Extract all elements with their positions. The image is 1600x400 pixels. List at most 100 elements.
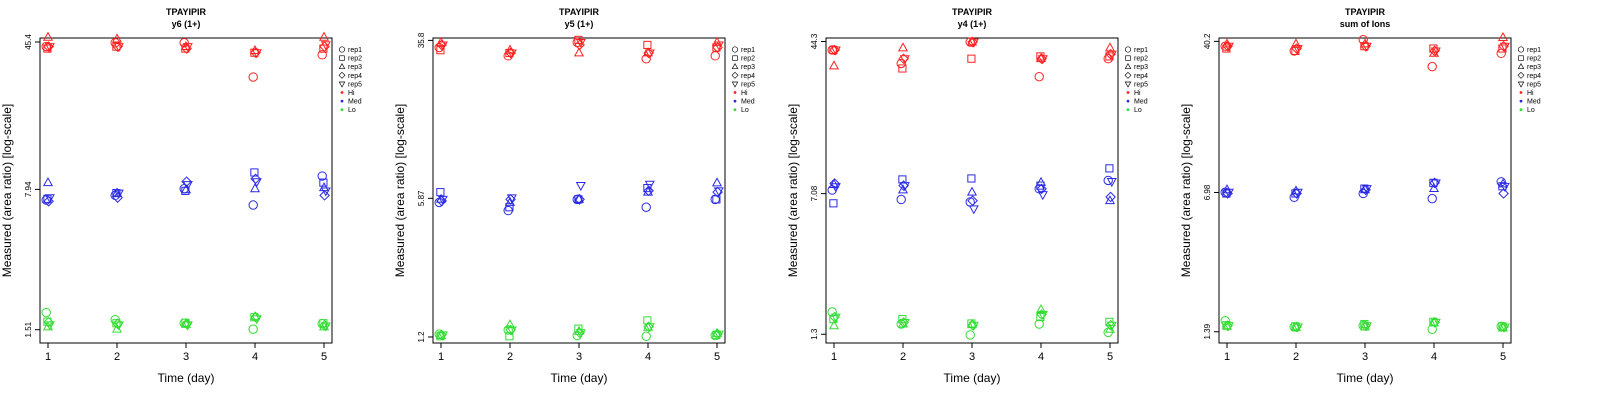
legend-marker-rep1 — [1124, 46, 1132, 53]
data-point-rep5 — [437, 195, 448, 206]
data-point-rep1 — [503, 325, 513, 335]
data-point-rep4 — [436, 195, 447, 207]
x-tick-label: 3 — [969, 351, 975, 363]
data-point-rep4 — [505, 194, 516, 205]
legend-label: rep5 — [741, 81, 755, 88]
chart-title: TPAYIPIR — [952, 7, 993, 17]
legend-marker-rep1 — [338, 46, 346, 53]
data-point-rep4 — [643, 185, 654, 197]
data-point-rep1 — [1427, 61, 1437, 72]
data-point-rep5 — [182, 321, 193, 331]
data-point-rep5 — [1361, 185, 1372, 195]
legend-marker-rep2 — [1518, 55, 1524, 61]
data-point-rep2 — [436, 188, 445, 197]
x-tick-label: 3 — [576, 351, 582, 363]
data-point-rep4 — [712, 328, 723, 340]
legend-label: rep4 — [1527, 73, 1541, 80]
data-point-rep3 — [42, 321, 54, 331]
plot-frame — [825, 37, 1119, 344]
data-point-rep5 — [830, 313, 841, 323]
data-point-rep4 — [829, 311, 840, 323]
data-point-rep1 — [827, 307, 837, 317]
x-axis-label: Time (day) — [944, 371, 1001, 385]
data-point-rep5 — [1106, 178, 1117, 188]
data-point-rep4 — [829, 44, 840, 56]
data-point-rep3 — [828, 320, 840, 330]
data-point-rep1 — [317, 171, 327, 181]
chart-title: TPAYIPIR — [559, 7, 600, 17]
data-point-rep5 — [968, 321, 979, 331]
data-point-rep5 — [1430, 179, 1441, 189]
data-point-rep4 — [967, 319, 978, 331]
data-points — [434, 35, 724, 341]
data-point-rep4 — [643, 47, 654, 59]
data-point-rep5 — [1499, 323, 1510, 333]
data-point-rep4 — [967, 36, 978, 48]
chart-panel-y4: TPAYIPIR y4 (1+) Time (day) Measured (ar… — [786, 7, 1148, 385]
data-point-rep2 — [829, 199, 838, 208]
data-point-rep5 — [1430, 47, 1441, 57]
data-point-rep5 — [1106, 50, 1117, 60]
data-point-rep4 — [898, 180, 909, 191]
data-point-rep5 — [44, 194, 55, 204]
x-tick-label: 5 — [321, 351, 327, 363]
data-point-rep5 — [1223, 42, 1234, 52]
x-tick-label: 1 — [831, 351, 837, 363]
x-tick-label: 4 — [645, 351, 651, 363]
data-point-rep5 — [575, 329, 586, 339]
legend-label: rep2 — [1527, 56, 1541, 63]
x-axis-label: Time (day) — [551, 371, 608, 385]
legend-label: rep2 — [348, 56, 362, 63]
legend-label: rep2 — [1134, 56, 1148, 63]
legend-dot-med — [1126, 99, 1130, 103]
legend-label: Lo — [741, 107, 749, 114]
data-point-rep5 — [968, 205, 979, 215]
legend-label: rep2 — [741, 56, 755, 63]
data-point-rep5 — [1361, 322, 1372, 332]
data-point-rep3 — [1035, 303, 1047, 314]
legend-marker-rep1 — [731, 46, 739, 53]
legend-marker-rep2 — [339, 55, 345, 61]
data-point-rep4 — [1429, 177, 1440, 189]
data-points — [827, 36, 1117, 340]
legend-dot-med — [340, 99, 344, 103]
x-axis-label: Time (day) — [158, 371, 215, 385]
y-tick-label: 5.87 — [417, 190, 426, 206]
data-point-rep5 — [251, 49, 262, 59]
legend-marker-rep5 — [731, 81, 739, 88]
data-point-rep5 — [1292, 323, 1303, 333]
data-point-rep4 — [712, 186, 723, 198]
legend-dot-lo — [1126, 108, 1130, 112]
data-point-rep3 — [897, 42, 909, 52]
data-point-rep5 — [251, 178, 262, 188]
data-point-rep4 — [1498, 40, 1509, 52]
legend-label: rep4 — [348, 73, 362, 80]
legend-marker-rep4 — [338, 71, 346, 79]
y-tick-label: 40.2 — [1203, 33, 1212, 49]
data-point-rep5 — [113, 43, 124, 53]
data-point-rep1 — [710, 51, 720, 61]
legend-label: Hi — [741, 90, 748, 97]
data-point-rep5 — [506, 49, 517, 59]
data-point-rep5 — [713, 41, 724, 51]
data-point-rep3 — [42, 176, 54, 187]
data-point-rep5 — [437, 41, 448, 51]
chart-subtitle: y5 (1+) — [565, 19, 594, 29]
legend-marker-rep3 — [731, 63, 739, 69]
data-point-rep2 — [898, 64, 907, 73]
data-point-rep5 — [713, 330, 724, 340]
legend-label: rep3 — [741, 64, 755, 71]
data-point-rep5 — [44, 43, 55, 53]
y-tick-label: 1.39 — [1203, 323, 1212, 339]
y-tick-label: 44.3 — [810, 33, 819, 49]
y-tick-label: 7.94 — [24, 181, 33, 197]
legend-dot-lo — [733, 108, 737, 112]
legend-dot-med — [733, 99, 737, 103]
data-point-rep4 — [574, 327, 585, 339]
legend-label: rep5 — [348, 81, 362, 88]
data-point-rep2 — [967, 54, 976, 63]
x-tick-label: 4 — [252, 351, 258, 363]
data-point-rep3 — [573, 193, 585, 203]
legend-marker-rep4 — [731, 71, 739, 79]
